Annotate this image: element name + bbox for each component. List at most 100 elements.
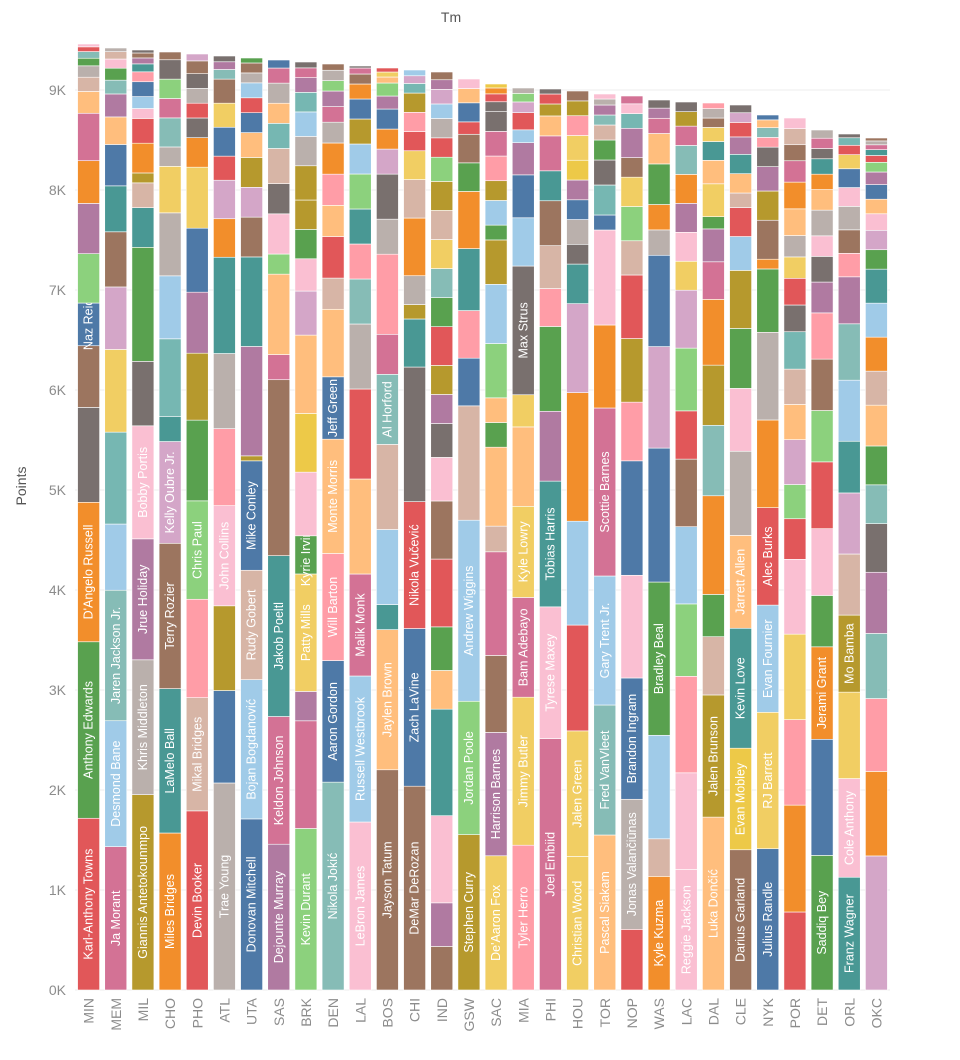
bar-segment[interactable] <box>294 92 318 113</box>
bar-segment[interactable] <box>484 101 508 112</box>
bar-segment[interactable] <box>376 529 399 605</box>
bar-segment[interactable] <box>865 229 888 251</box>
bar-segment[interactable] <box>593 229 617 326</box>
bar-segment[interactable] <box>783 208 807 236</box>
bar-segment[interactable] <box>240 82 263 99</box>
bar-segment[interactable] <box>837 492 861 555</box>
bar-segment[interactable] <box>756 331 780 421</box>
bar-segment[interactable] <box>484 155 508 182</box>
bar-segment[interactable] <box>511 129 535 143</box>
bar-segment[interactable] <box>756 114 780 121</box>
bar-segment[interactable] <box>348 65 372 69</box>
bar-segment[interactable] <box>376 71 399 78</box>
bar-segment[interactable] <box>158 166 182 214</box>
bar-segment[interactable] <box>484 111 508 132</box>
bar-segment[interactable] <box>104 67 128 81</box>
bar-segment[interactable] <box>756 119 780 128</box>
bar-segment[interactable] <box>457 310 481 359</box>
bar-segment[interactable] <box>837 187 861 207</box>
bar-segment[interactable] <box>539 200 562 246</box>
bar-segment[interactable] <box>837 137 861 146</box>
bar-segment[interactable] <box>321 69 345 81</box>
bar-segment[interactable] <box>240 112 263 133</box>
bar-segment[interactable] <box>810 189 834 211</box>
bar-segment[interactable] <box>348 143 372 175</box>
bar-segment[interactable] <box>185 419 209 502</box>
bar-segment[interactable] <box>865 144 888 150</box>
bar-segment[interactable] <box>620 127 644 158</box>
bar-segment[interactable] <box>647 117 671 134</box>
bar-segment[interactable] <box>376 67 399 73</box>
bar-segment[interactable] <box>321 236 345 279</box>
bar-segment[interactable] <box>457 191 481 249</box>
bar-segment[interactable] <box>593 93 617 100</box>
bar-segment[interactable] <box>729 122 752 138</box>
bar-segment[interactable] <box>539 170 562 202</box>
bar-segment[interactable] <box>403 179 426 219</box>
bar-segment[interactable] <box>620 929 644 991</box>
bar-segment[interactable] <box>376 333 399 375</box>
bar-segment[interactable] <box>131 96 155 109</box>
bar-segment[interactable] <box>865 198 888 215</box>
bar-segment[interactable] <box>267 379 291 556</box>
bar-segment[interactable] <box>131 142 155 174</box>
bar-segment[interactable] <box>702 183 725 217</box>
bar-segment[interactable] <box>240 216 263 258</box>
bar-segment[interactable] <box>267 213 291 255</box>
bar-segment[interactable] <box>294 199 318 230</box>
bar-segment[interactable] <box>348 478 372 575</box>
bar-segment[interactable] <box>430 326 454 366</box>
bar-segment[interactable] <box>294 165 318 201</box>
bar-segment[interactable] <box>620 95 644 105</box>
bar-segment[interactable] <box>837 154 861 170</box>
bar-segment[interactable] <box>865 771 888 857</box>
bar-segment[interactable] <box>783 304 807 333</box>
bar-segment[interactable] <box>131 182 155 208</box>
bar-segment[interactable] <box>213 155 236 181</box>
bar-segment[interactable] <box>484 397 508 423</box>
bar-segment[interactable] <box>620 206 644 242</box>
bar-segment[interactable] <box>702 495 725 595</box>
bar-segment[interactable] <box>213 218 236 258</box>
bar-segment[interactable] <box>267 354 291 381</box>
bar-segment[interactable] <box>213 690 236 784</box>
bar-segment[interactable] <box>158 275 182 340</box>
bar-segment[interactable] <box>539 115 562 137</box>
bar-segment[interactable] <box>376 444 399 530</box>
bar-segment[interactable] <box>77 57 100 67</box>
bar-segment[interactable] <box>593 139 617 161</box>
bar-segment[interactable] <box>185 53 209 62</box>
bar-segment[interactable] <box>566 199 589 220</box>
bar-segment[interactable] <box>104 116 128 145</box>
bar-segment[interactable] <box>566 520 589 626</box>
bar-segment[interactable] <box>457 357 481 407</box>
bar-segment[interactable] <box>756 268 780 333</box>
bar-segment[interactable] <box>729 450 752 536</box>
bar-segment[interactable] <box>348 118 372 145</box>
bar-segment[interactable] <box>865 140 888 146</box>
bar-segment[interactable] <box>294 258 318 292</box>
bar-segment[interactable] <box>321 205 345 237</box>
bar-segment[interactable] <box>702 160 725 185</box>
bar-segment[interactable] <box>321 106 345 123</box>
bar-segment[interactable] <box>403 150 426 180</box>
bar-segment[interactable] <box>131 118 155 144</box>
bar-segment[interactable] <box>674 410 698 460</box>
bar-segment[interactable] <box>240 346 263 457</box>
bar-segment[interactable] <box>294 334 318 414</box>
bar-segment[interactable] <box>185 88 209 104</box>
bar-segment[interactable] <box>674 203 698 233</box>
bar-segment[interactable] <box>430 708 454 816</box>
bar-segment[interactable] <box>321 308 345 378</box>
bar-segment[interactable] <box>620 103 644 114</box>
bar-segment[interactable] <box>104 185 128 233</box>
bar-segment[interactable] <box>484 87 508 95</box>
bar-segment[interactable] <box>294 413 318 473</box>
bar-segment[interactable] <box>294 67 318 78</box>
bar-segment[interactable] <box>865 161 888 173</box>
bar-segment[interactable] <box>729 104 752 114</box>
bar-segment[interactable] <box>77 160 100 204</box>
bar-segment[interactable] <box>104 144 128 187</box>
bar-segment[interactable] <box>213 256 236 354</box>
bar-segment[interactable] <box>566 263 589 304</box>
